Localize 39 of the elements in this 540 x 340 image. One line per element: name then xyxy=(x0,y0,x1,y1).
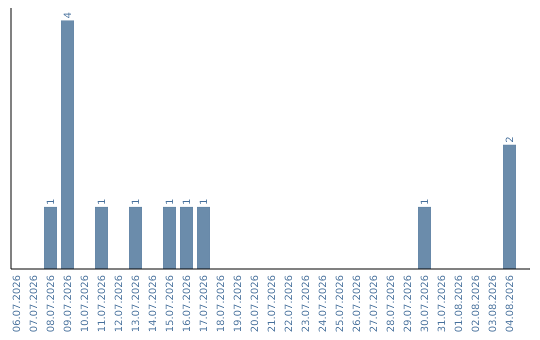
x-tick-label: 31.07.2026 xyxy=(437,275,448,332)
x-tick-label: 03.08.2026 xyxy=(488,275,499,332)
x-tick-label: 29.07.2026 xyxy=(403,275,414,332)
x-tick-label: 02.08.2026 xyxy=(471,275,482,332)
x-tick-label: 01.08.2026 xyxy=(454,275,465,332)
x-tick-label: 11.07.2026 xyxy=(97,275,108,332)
x-tick-label: 27.07.2026 xyxy=(369,275,380,332)
data-label: 1 xyxy=(199,198,210,205)
x-tick-label: 22.07.2026 xyxy=(284,275,295,332)
data-label: 4 xyxy=(63,12,74,18)
data-label: 1 xyxy=(420,198,431,205)
x-tick-label: 14.07.2026 xyxy=(148,275,159,332)
x-tick-label: 16.07.2026 xyxy=(182,275,193,332)
x-tick-label: 30.07.2026 xyxy=(420,275,431,332)
x-tick-label: 23.07.2026 xyxy=(301,275,312,332)
data-label: 1 xyxy=(97,198,108,205)
x-tick-label: 17.07.2026 xyxy=(199,275,210,332)
x-tick-label: 09.07.2026 xyxy=(63,275,74,332)
x-tick-label: 19.07.2026 xyxy=(233,275,244,332)
x-tick-label: 21.07.2026 xyxy=(267,275,278,332)
data-label: 1 xyxy=(182,198,193,205)
x-tick-label: 12.07.2026 xyxy=(114,275,125,332)
data-label: 2 xyxy=(505,136,516,143)
x-tick-label: 07.07.2026 xyxy=(29,275,40,332)
x-tick-label: 08.07.2026 xyxy=(46,275,57,332)
x-tick-label: 25.07.2026 xyxy=(335,275,346,332)
data-label: 1 xyxy=(165,198,176,205)
data-label: 1 xyxy=(46,198,57,205)
data-label: 1 xyxy=(131,198,142,205)
x-tick-label: 28.07.2026 xyxy=(386,275,397,332)
x-tick-label: 13.07.2026 xyxy=(131,275,142,332)
x-tick-label: 04.08.2026 xyxy=(505,275,516,332)
x-tick-label: 26.07.2026 xyxy=(352,275,363,332)
x-tick-label: 20.07.2026 xyxy=(250,275,261,332)
x-tick-label: 18.07.2026 xyxy=(216,275,227,332)
x-tick-label: 15.07.2026 xyxy=(165,275,176,332)
x-tick-label: 10.07.2026 xyxy=(80,275,91,332)
x-tick-label: 24.07.2026 xyxy=(318,275,329,332)
x-tick-label: 06.07.2026 xyxy=(12,275,23,332)
